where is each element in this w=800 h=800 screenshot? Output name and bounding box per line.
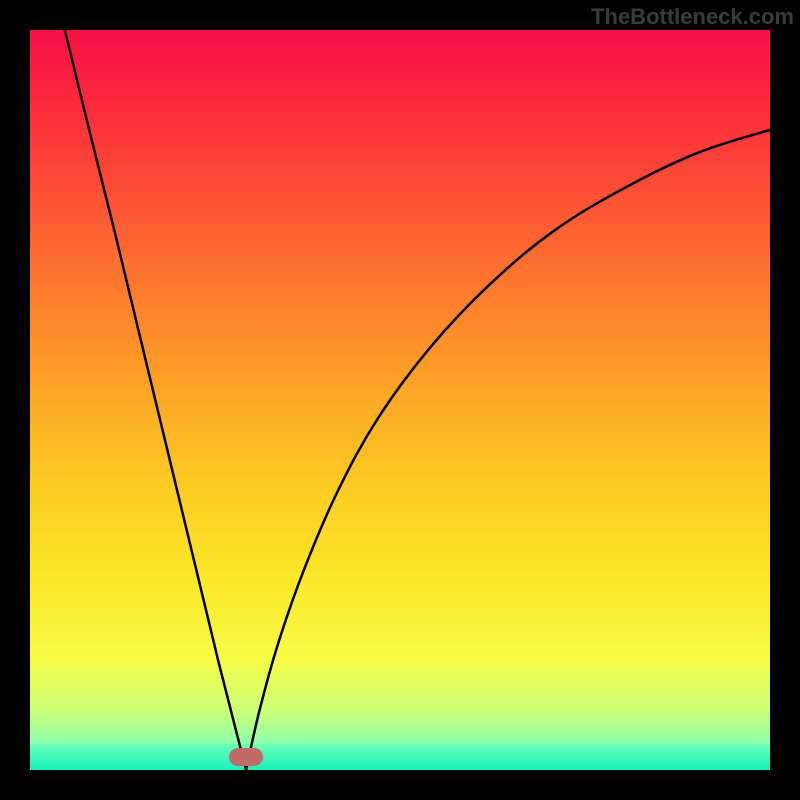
- root-container: TheBottleneck.com: [0, 0, 800, 800]
- bottleneck-curve: [30, 30, 770, 770]
- plot-area: [30, 30, 770, 770]
- watermark-text: TheBottleneck.com: [591, 4, 794, 30]
- optimum-marker: [229, 748, 263, 766]
